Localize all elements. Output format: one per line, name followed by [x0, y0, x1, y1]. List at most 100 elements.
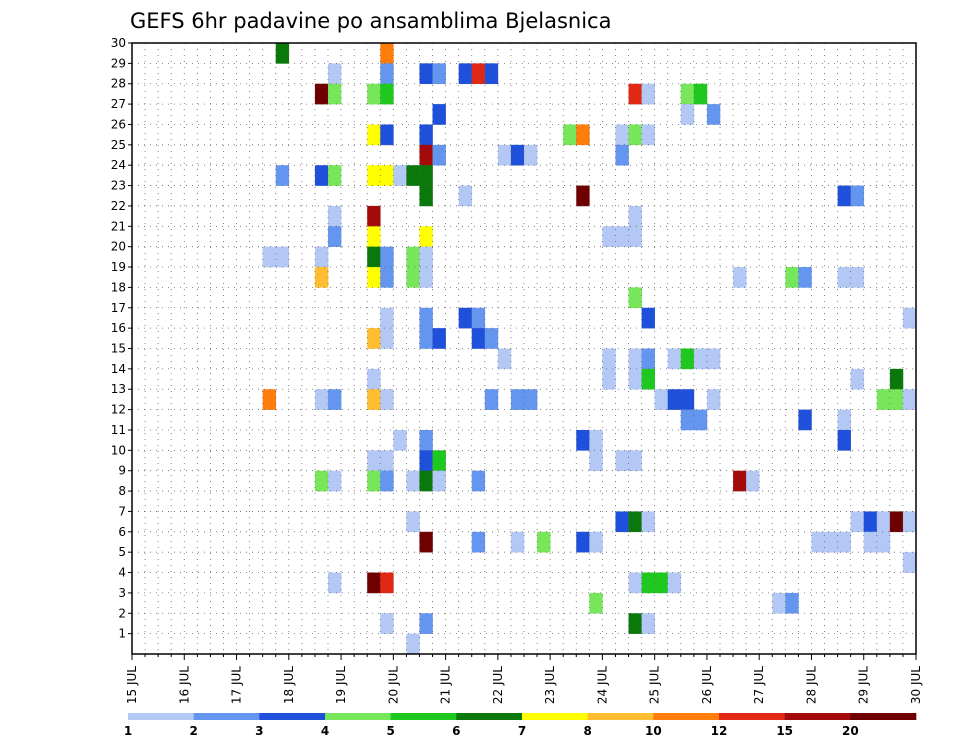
heat-cell [641, 511, 655, 533]
colorbar-label: 3 [255, 724, 263, 738]
x-tick-label: 25 JUL [648, 666, 662, 704]
heat-cell [419, 144, 433, 166]
heat-cell [641, 368, 655, 390]
heat-cell [419, 185, 433, 207]
heat-cell [328, 83, 342, 105]
y-tick-label: 13 [111, 382, 126, 396]
heat-cell [497, 348, 512, 370]
heat-cell [367, 470, 381, 492]
heat-cell [615, 226, 629, 247]
colorbar-swatch [784, 713, 851, 720]
heat-cell [772, 592, 786, 614]
heat-cell [406, 267, 420, 288]
heat-cell [628, 368, 642, 390]
heat-cell [380, 470, 394, 492]
heat-cell [628, 348, 642, 370]
y-tick-label: 21 [111, 219, 126, 233]
heat-cell [275, 165, 290, 186]
heat-cell [693, 348, 708, 370]
heat-cell [654, 572, 669, 594]
y-axis: 1234567891011121314151617181920212223242… [111, 36, 132, 641]
y-tick-label: 12 [111, 403, 126, 417]
heat-cell [419, 531, 433, 553]
y-tick-label: 22 [111, 199, 126, 213]
y-tick-label: 28 [111, 77, 126, 91]
heat-cell [693, 83, 708, 105]
heat-cell [380, 389, 394, 410]
heat-cell [641, 83, 655, 105]
heat-cell [733, 267, 747, 288]
heat-cell [706, 348, 721, 370]
heat-cell [876, 389, 891, 410]
heat-cell [484, 389, 499, 410]
heat-cell [419, 613, 433, 634]
heat-cell [275, 246, 290, 268]
heat-cell [314, 389, 329, 410]
x-tick-label: 29 JUL [857, 666, 871, 704]
x-tick-label: 23 JUL [543, 666, 557, 704]
heat-cell [314, 246, 329, 268]
y-tick-label: 27 [111, 97, 126, 111]
heat-cell [419, 267, 433, 288]
heat-cell [680, 83, 695, 105]
heat-cell [641, 307, 655, 329]
heat-cell [367, 572, 381, 594]
heat-cell [602, 348, 616, 370]
y-tick-label: 2 [118, 606, 126, 620]
heat-cell [328, 470, 342, 492]
heat-cell [863, 511, 878, 533]
heat-cell [785, 267, 799, 288]
heat-cell [811, 531, 825, 553]
heat-cell [393, 165, 407, 186]
heat-cell [380, 267, 394, 288]
heat-cell [367, 124, 381, 146]
colorbar-label: 1 [124, 724, 132, 738]
y-tick-label: 7 [118, 504, 126, 518]
x-tick-label: 22 JUL [491, 666, 505, 704]
heat-cell [680, 409, 695, 431]
heat-cell [393, 429, 407, 451]
x-tick-label: 26 JUL [700, 666, 714, 704]
heat-cell [615, 450, 629, 471]
heat-cell [471, 470, 486, 492]
colorbar-label: 8 [583, 724, 591, 738]
colorbar-label: 7 [518, 724, 526, 738]
heat-cell [380, 450, 394, 471]
colorbar-swatch [719, 713, 785, 720]
heat-cell [628, 124, 642, 146]
heat-cell [576, 531, 590, 553]
colorbar-swatch [456, 713, 523, 720]
heat-cell [746, 470, 760, 492]
heat-cell [380, 613, 394, 634]
colorbar-label: 5 [386, 724, 394, 738]
heat-cell [889, 511, 904, 533]
heat-cell [484, 63, 499, 85]
heat-cell [641, 124, 655, 146]
heat-cell [733, 470, 747, 492]
heat-cell [432, 328, 446, 349]
heat-cell [380, 307, 394, 329]
heat-cell [824, 531, 838, 553]
heat-cell [602, 226, 616, 247]
heat-cell [680, 389, 695, 410]
heat-cell [628, 287, 642, 309]
y-tick-label: 3 [118, 586, 126, 600]
colorbar-label: 12 [711, 724, 728, 738]
heat-cell [837, 531, 851, 553]
heat-cell [432, 144, 446, 166]
heat-cell [419, 429, 433, 451]
y-tick-label: 23 [111, 179, 126, 193]
heat-cell [419, 328, 433, 349]
heat-cell [406, 165, 420, 186]
colorbar-swatch [259, 713, 326, 720]
heat-cell [902, 389, 917, 410]
heat-cell [628, 450, 642, 471]
colorbar-swatch [128, 713, 194, 720]
heat-cell [680, 104, 695, 125]
heat-cell [328, 226, 342, 247]
heat-cell [380, 63, 394, 85]
heat-cell [589, 429, 603, 451]
heat-cell [628, 613, 642, 634]
y-tick-label: 19 [111, 260, 126, 274]
